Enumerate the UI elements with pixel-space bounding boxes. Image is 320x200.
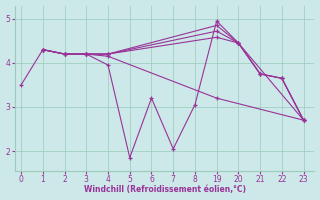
X-axis label: Windchill (Refroidissement éolien,°C): Windchill (Refroidissement éolien,°C) — [84, 185, 245, 194]
